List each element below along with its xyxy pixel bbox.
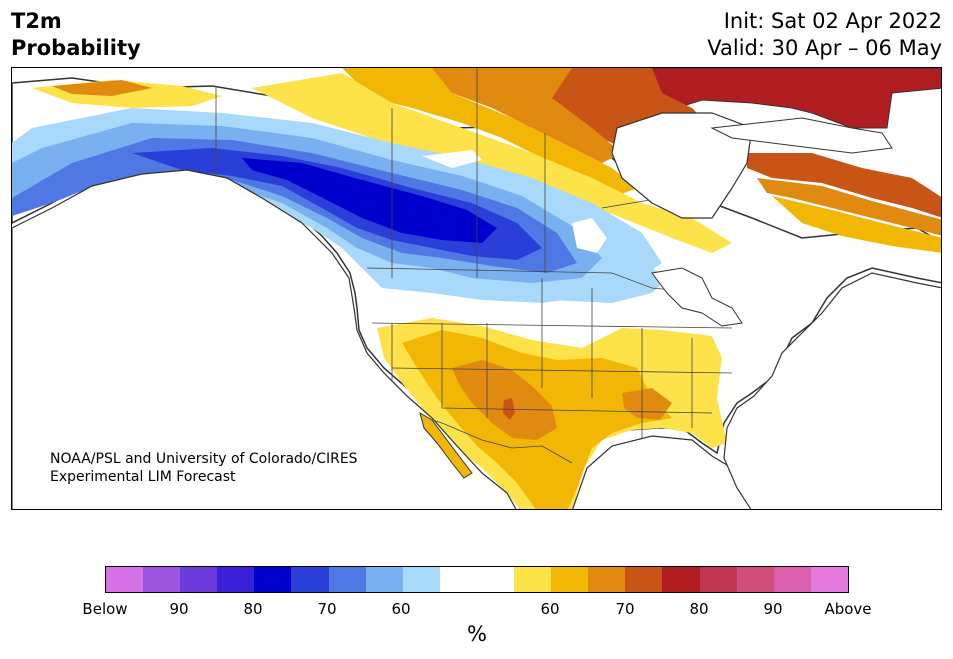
colorbar-label-warm-60: 60 bbox=[540, 600, 560, 618]
colorbar-label-cold-80: 80 bbox=[243, 600, 263, 618]
baja-peninsula bbox=[419, 411, 473, 479]
colorbar-swatch bbox=[810, 567, 848, 592]
warm-north-60 bbox=[252, 73, 732, 253]
colorbar-label-cold-90: 90 bbox=[169, 600, 189, 618]
colorbar-swatch bbox=[143, 567, 181, 592]
colorbar-swatch bbox=[439, 567, 477, 592]
colorbar-swatch bbox=[736, 567, 774, 592]
warm-north-70 bbox=[422, 68, 622, 163]
credit-text: NOAA/PSL and University of Colorado/CIRE… bbox=[50, 450, 358, 486]
colorbar-label-warm-90: 90 bbox=[763, 600, 783, 618]
colorbar-swatch bbox=[625, 567, 663, 592]
warm-northeast-65 bbox=[772, 196, 941, 253]
colorbar-swatch bbox=[106, 567, 144, 592]
colorbar-label-warm-70: 70 bbox=[615, 600, 635, 618]
colorbar-label-warm-80: 80 bbox=[689, 600, 709, 618]
credit-line-2: Experimental LIM Forecast bbox=[50, 469, 236, 485]
cold-pocket-white-2 bbox=[572, 218, 607, 253]
init-date: Init: Sat 02 Apr 2022 bbox=[723, 9, 942, 33]
credit-line-1: NOAA/PSL and University of Colorado/CIRE… bbox=[50, 451, 358, 467]
warm-northeast-70 bbox=[757, 178, 941, 236]
probability-map bbox=[12, 68, 941, 509]
arctic-channel bbox=[710, 117, 893, 154]
colorbar-label-cold-70: 70 bbox=[317, 600, 337, 618]
colorbar-swatch bbox=[476, 567, 515, 592]
colorbar-swatch bbox=[402, 567, 440, 592]
cold-pocket-white-1 bbox=[422, 150, 482, 168]
colorbar-swatch bbox=[662, 567, 700, 592]
colorbar-swatch bbox=[291, 567, 329, 592]
title-line-2: Probability bbox=[11, 36, 141, 60]
colorbar-unit: % bbox=[467, 622, 487, 646]
colorbar-swatch bbox=[180, 567, 218, 592]
colorbar-swatch bbox=[328, 567, 366, 592]
atlantic-ocean bbox=[723, 272, 941, 509]
forecast-dates: Init: Sat 02 Apr 2022 Valid: 30 Apr – 06… bbox=[707, 8, 942, 62]
colorbar-label-cold-60: 60 bbox=[391, 600, 411, 618]
colorbar-swatch bbox=[365, 567, 403, 592]
colorbar bbox=[105, 566, 849, 593]
great-lakes bbox=[651, 267, 743, 327]
colorbar-swatch bbox=[254, 567, 292, 592]
hudson-bay bbox=[611, 112, 753, 219]
colorbar-swatch bbox=[551, 567, 589, 592]
warm-northeast-75 bbox=[747, 153, 941, 218]
colorbar-swatch bbox=[217, 567, 255, 592]
map-title: T2m Probability bbox=[11, 8, 141, 62]
warm-north-65 bbox=[342, 68, 637, 198]
colorbar-swatch bbox=[588, 567, 626, 592]
colorbar-swatch bbox=[699, 567, 737, 592]
cold-southwest-60 bbox=[362, 268, 667, 303]
colorbar-label-below: Below bbox=[82, 600, 128, 618]
colorbar-swatch bbox=[514, 567, 552, 592]
colorbar-swatch bbox=[773, 567, 811, 592]
map-panel: NOAA/PSL and University of Colorado/CIRE… bbox=[11, 67, 942, 510]
pacific-ocean bbox=[12, 169, 517, 509]
valid-date: Valid: 30 Apr – 06 May bbox=[707, 36, 942, 60]
title-line-1: T2m bbox=[11, 9, 62, 33]
warm-alaska-north-70 bbox=[52, 80, 152, 96]
cold-region-80 bbox=[242, 158, 497, 243]
colorbar-label-above: Above bbox=[824, 600, 872, 618]
